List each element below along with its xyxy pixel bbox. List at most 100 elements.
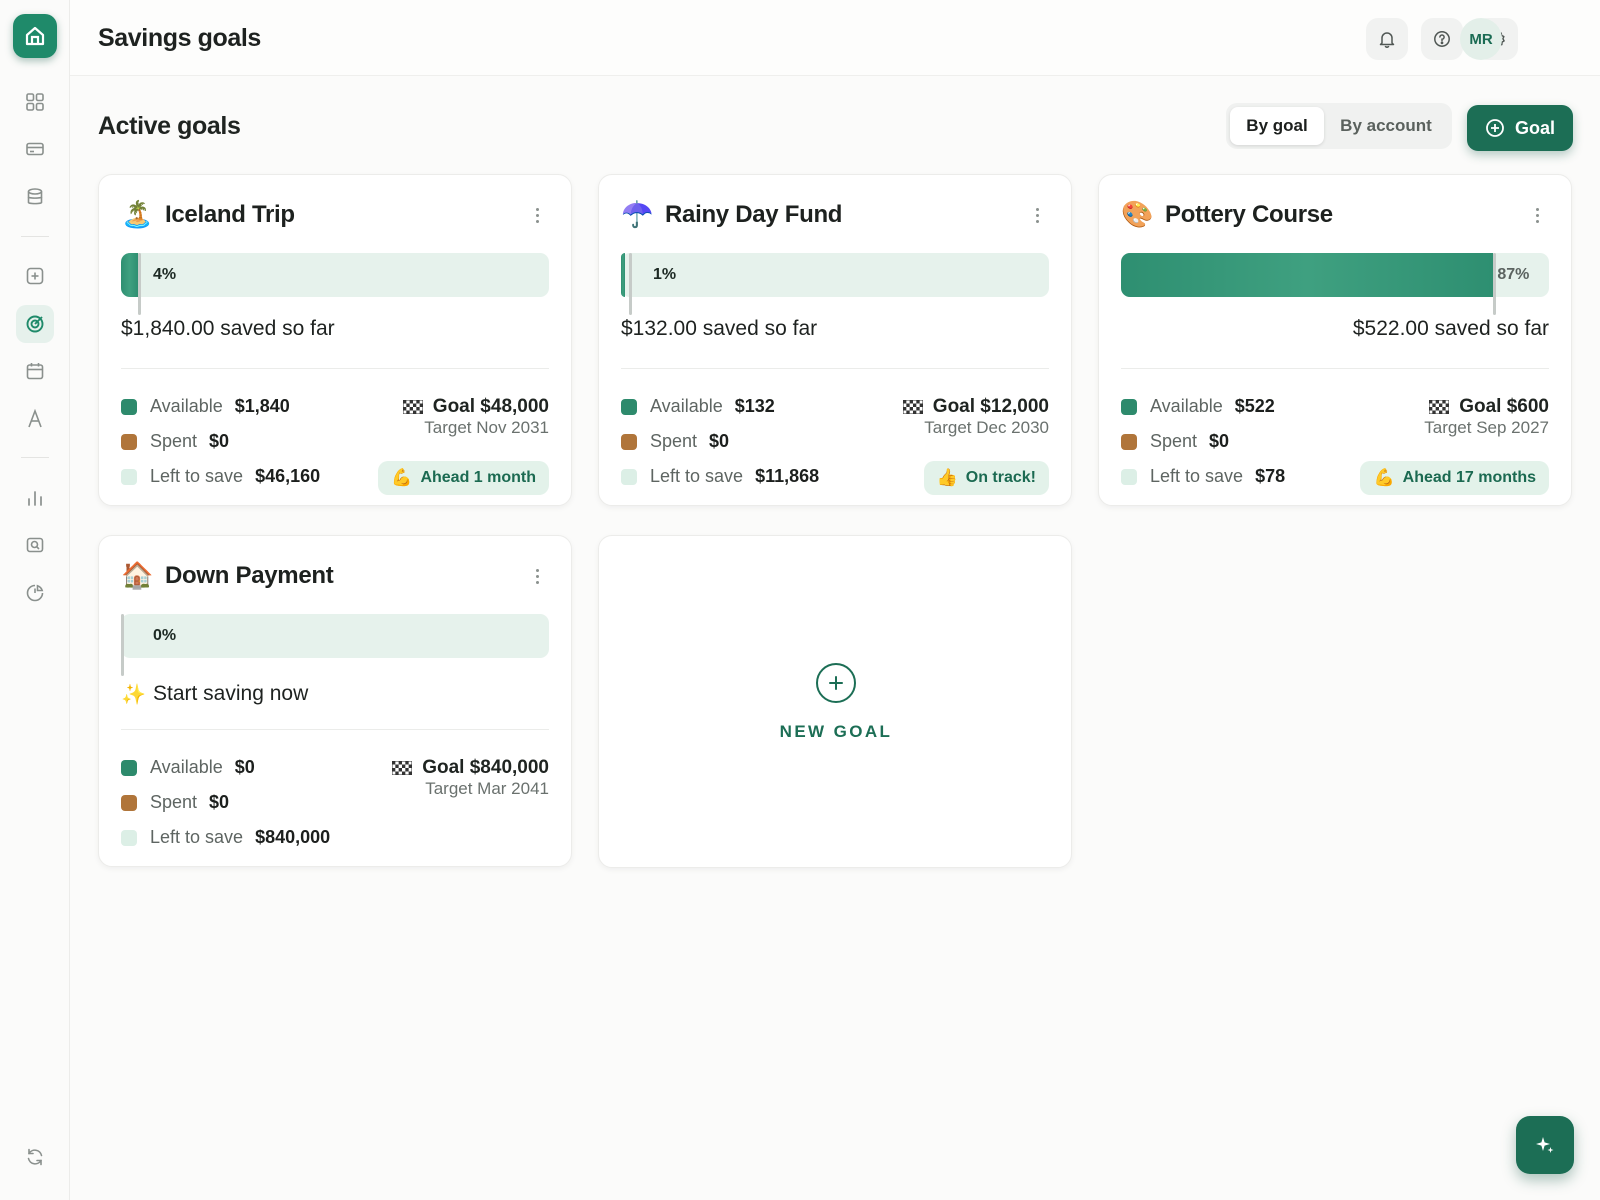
sidebar-divider [21, 236, 49, 237]
goal-card[interactable]: 🎨 Pottery Course 87% $522.00 saved so fa… [1098, 174, 1572, 506]
home-logo-icon[interactable] [13, 14, 57, 58]
goal-amount: Goal $12,000 [902, 389, 1049, 424]
target-date: Target Mar 2041 [425, 779, 549, 798]
progress-marker [1493, 253, 1497, 315]
card-divider [121, 729, 549, 730]
legend-spent: Spent $0 [1121, 424, 1285, 459]
pace-text: On track! [965, 469, 1036, 486]
add-goal-button[interactable]: Goal [1467, 105, 1573, 151]
page-title: Savings goals [98, 24, 261, 52]
goal-amount: Goal $600 [1424, 389, 1549, 424]
topbar: Savings goals [70, 0, 1600, 76]
goal-card[interactable]: 🏝️ Iceland Trip 4% $1,840.00 saved so fa… [98, 174, 572, 506]
spent-value: $0 [1209, 431, 1230, 451]
help-icon[interactable] [1421, 18, 1463, 60]
database-icon[interactable] [16, 178, 54, 216]
view-toggle: By goal By account [1226, 103, 1452, 149]
pace-emoji-icon: 💪 [391, 468, 413, 488]
goal-amount-text: Goal $600 [1459, 395, 1549, 417]
available-swatch [621, 398, 637, 415]
goal-info: Goal $12,000 Target Dec 2030 [902, 389, 1049, 444]
legend-left-to-save: Left to save $840,000 [121, 820, 330, 855]
checkered-flag-icon [1429, 399, 1450, 414]
progress-fill [121, 253, 139, 297]
spent-label: Spent [650, 431, 698, 451]
plus-square-icon[interactable] [16, 257, 54, 295]
sparkle-fab-button[interactable] [1516, 1116, 1574, 1174]
progress-fill [1121, 253, 1494, 297]
legend-spent: Spent $0 [121, 785, 330, 820]
checkered-flag-icon [902, 399, 923, 414]
calendar-icon[interactable] [16, 352, 54, 390]
bell-icon[interactable] [1366, 18, 1408, 60]
more-options-icon[interactable] [529, 205, 545, 225]
pie-chart-icon[interactable] [16, 574, 54, 612]
new-goal-card[interactable]: NEW GOAL [598, 535, 1072, 868]
card-divider [621, 368, 1049, 369]
goal-name: Iceland Trip [165, 201, 295, 228]
available-label: Available [650, 396, 723, 416]
legend-spent: Spent $0 [121, 424, 320, 459]
target-date: Target Sep 2027 [1424, 418, 1549, 437]
available-value: $132 [734, 396, 775, 416]
card-header: 🎨 Pottery Course [1121, 199, 1333, 231]
font-icon[interactable] [16, 400, 54, 438]
progress-bar: 4% [121, 253, 549, 315]
goal-name: Rainy Day Fund [665, 201, 843, 228]
left-value: $46,160 [255, 466, 321, 486]
available-value: $522 [1234, 396, 1275, 416]
left-value: $78 [1255, 466, 1286, 486]
saved-amount: $522.00 saved so far [1352, 317, 1549, 340]
spent-swatch [621, 433, 637, 450]
legend-spent: Spent $0 [621, 424, 819, 459]
spent-value: $0 [209, 431, 230, 451]
legend-available: Available $522 [1121, 389, 1285, 424]
legend-available: Available $0 [121, 750, 330, 785]
view-toggle-by-account[interactable]: By account [1340, 116, 1432, 135]
pace-badge: 💪 Ahead 1 month [378, 461, 549, 495]
amount-legend: Available $1,840 Spent $0 Left to save $46,… [121, 389, 320, 494]
sync-icon[interactable] [16, 1138, 54, 1176]
card-icon[interactable] [16, 130, 54, 168]
more-options-icon[interactable] [1029, 205, 1045, 225]
card-header: 🏝️ Iceland Trip [121, 199, 295, 231]
target-icon[interactable] [16, 305, 54, 343]
saved-amount: $1,840.00 saved so far [121, 317, 335, 340]
more-options-icon[interactable] [529, 566, 545, 586]
progress-bar: 0% [121, 614, 549, 676]
saved-amount: $132.00 saved so far [621, 317, 818, 340]
left-label: Left to save [650, 466, 744, 486]
spent-swatch [121, 794, 137, 811]
goal-info: Goal $600 Target Sep 2027 [1424, 389, 1549, 444]
pace-emoji-icon: 👍 [936, 468, 958, 488]
goal-name: Pottery Course [1165, 201, 1333, 228]
legend-left-to-save: Left to save $78 [1121, 459, 1285, 494]
available-swatch [121, 398, 137, 415]
goal-card[interactable]: ☂️ Rainy Day Fund 1% $132.00 saved so fa… [598, 174, 1072, 506]
more-options-icon[interactable] [1529, 205, 1545, 225]
avatar[interactable]: MR [1460, 18, 1502, 60]
search-money-icon[interactable] [16, 526, 54, 564]
sidebar [0, 0, 70, 1200]
goal-card[interactable]: 🏠 Down Payment 0% ✨ Start saving now Avai… [98, 535, 572, 867]
spent-swatch [1121, 433, 1137, 450]
section-title: Active goals [98, 112, 241, 140]
target-date: Target Dec 2030 [924, 418, 1049, 437]
goal-emoji-icon: 🏝️ [121, 200, 154, 230]
available-swatch [121, 759, 137, 776]
legend-left-to-save: Left to save $46,160 [121, 459, 320, 494]
sparkle-icon [1536, 1137, 1554, 1153]
plus-icon [816, 663, 856, 703]
legend-available: Available $132 [621, 389, 819, 424]
bar-chart-icon[interactable] [16, 479, 54, 517]
progress-marker [121, 614, 124, 676]
pace-text: Ahead 17 months [1402, 469, 1536, 486]
grid-icon[interactable] [16, 83, 54, 121]
left-swatch [1121, 468, 1137, 485]
view-toggle-by-goal[interactable]: By goal [1230, 107, 1324, 145]
left-value: $840,000 [255, 827, 331, 847]
add-goal-label: Goal [1514, 117, 1555, 138]
spent-label: Spent [150, 792, 198, 812]
left-swatch [121, 829, 137, 846]
card-divider [121, 368, 549, 369]
